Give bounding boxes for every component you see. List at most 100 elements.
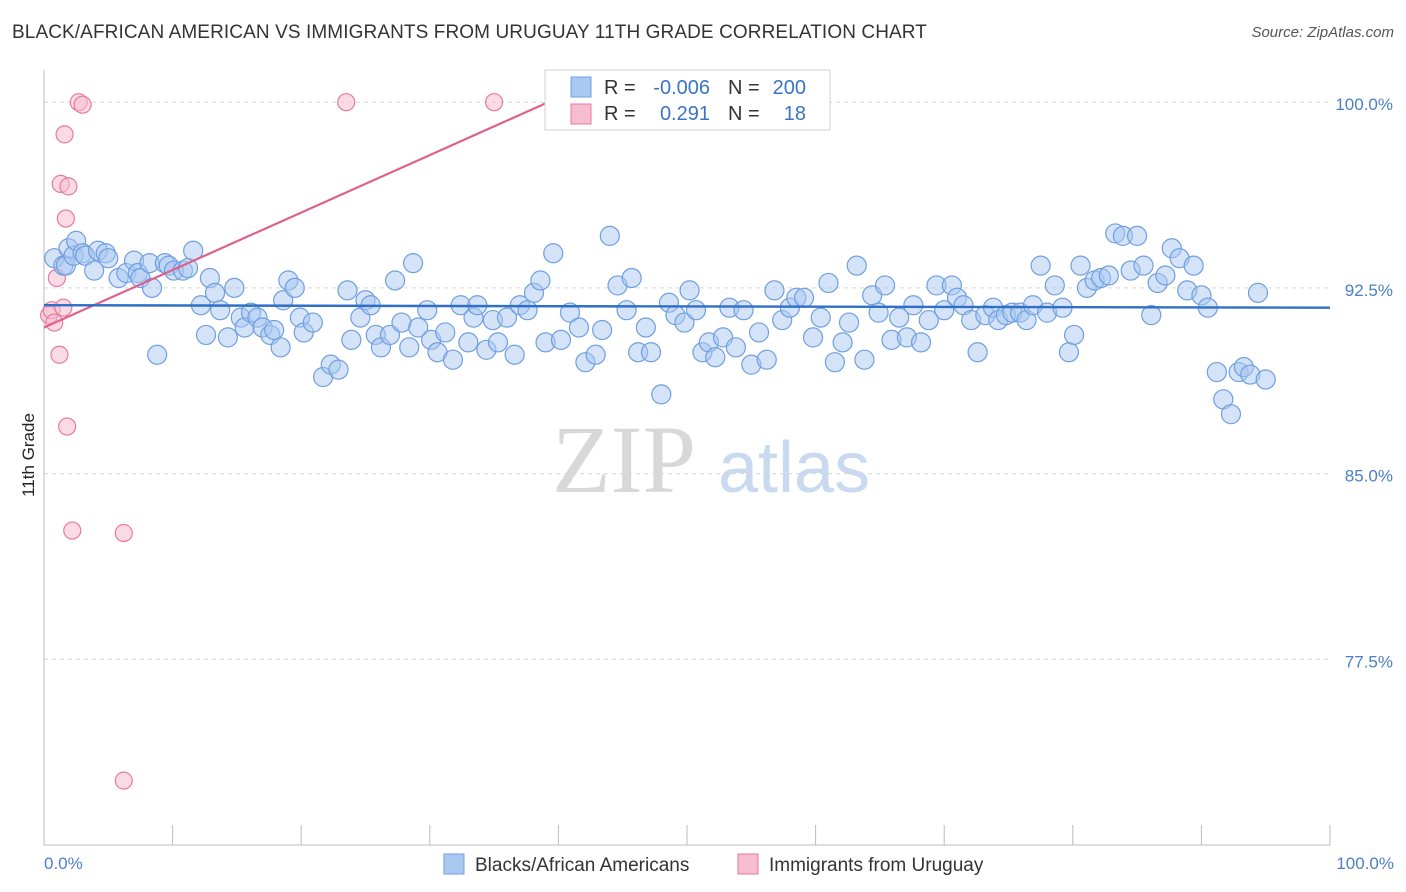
point-black-89 [599,225,620,246]
point-black-63 [417,300,438,321]
legend-swatch-blue [443,853,465,875]
point-black-94 [635,317,656,338]
point-black-62 [408,317,429,338]
point-black-174 [1206,361,1227,383]
point-black-163 [1126,225,1148,246]
point-black-132 [910,332,932,353]
point-black-31 [217,327,238,348]
stats-swatch-pink [570,103,592,125]
point-black-135 [934,300,955,321]
y-tick-label-1: 92.5% [1345,281,1393,300]
point-black-155 [1070,255,1091,276]
point-black-85 [568,317,590,338]
point-black-60 [399,337,420,358]
point-black-43 [284,277,305,298]
point-black-78 [517,300,538,321]
point-black-50 [337,280,358,301]
point-black-32 [224,277,245,298]
point-black-123 [846,255,867,276]
point-black-92 [621,267,642,289]
watermark-zip: ZIP [552,406,696,513]
point-black-171 [1183,255,1204,276]
point-black-69 [458,332,479,353]
point-black-29 [204,282,226,303]
point-uruguay-10 [59,177,78,196]
point-black-95 [640,342,662,363]
point-black-74 [487,332,509,353]
point-uruguay-6 [54,298,73,317]
point-black-119 [818,272,839,294]
x-tick-label-min: 0.0% [44,854,83,873]
point-black-140 [967,342,988,363]
point-uruguay-13 [73,95,92,114]
stats-n-label-blue: N = [728,77,760,99]
point-black-108 [733,300,754,321]
point-black-57 [379,324,401,346]
point-black-91 [616,300,637,321]
stats-r-label-blue: R = [604,77,636,99]
point-black-58 [384,270,406,291]
legend-label-pink: Immigrants from Uruguay [769,855,984,876]
y-tick-label-0: 100.0% [1335,95,1393,114]
point-uruguay-14 [114,523,133,543]
trendline-uruguay [43,93,566,329]
point-black-153 [1058,342,1080,363]
point-black-118 [810,307,831,328]
point-black-99 [674,312,695,333]
point-black-159 [1098,265,1119,286]
point-black-100 [679,280,700,301]
point-black-165 [1141,305,1162,326]
point-black-110 [748,322,770,343]
point-uruguay-17 [485,93,504,112]
point-black-46 [302,312,323,333]
point-black-67 [442,349,464,370]
x-tick-label-max: 100.0% [1336,854,1394,873]
point-black-96 [651,384,672,405]
point-black-24 [177,257,199,279]
stats-n-label-pink: N = [728,103,760,125]
point-black-120 [824,352,845,373]
legend: Blacks/African Americans Immigrants from… [443,853,984,876]
point-black-176 [1220,404,1242,425]
legend-swatch-pink [737,853,759,875]
stats-r-value-blue: -0.006 [653,77,710,99]
point-black-88 [592,319,613,341]
stats-r-label-pink: R = [604,103,636,125]
point-black-181 [1255,369,1276,390]
stats-n-value-pink: 18 [784,103,806,125]
point-black-117 [802,327,824,348]
y-tick-label-3: 77.5% [1345,652,1393,671]
point-black-180 [1247,282,1269,303]
point-black-131 [903,295,924,316]
point-uruguay-7 [55,125,74,144]
point-black-84 [559,302,581,323]
stats-r-value-pink: 0.291 [660,103,710,125]
point-black-167 [1155,265,1176,286]
point-black-82 [543,243,564,264]
point-black-59 [391,312,412,333]
chart-title: BLACK/AFRICAN AMERICAN VS IMMIGRANTS FRO… [12,22,927,43]
source-credit: Source: ZipAtlas.com [1251,24,1394,41]
point-uruguay-9 [58,417,77,436]
stats-n-value-blue: 200 [773,77,806,99]
point-black-80 [530,270,551,291]
point-black-8 [84,260,105,281]
point-black-39 [264,319,285,341]
point-black-61 [402,253,424,274]
point-black-76 [504,344,525,365]
point-black-129 [889,307,910,328]
point-black-19 [147,344,168,365]
point-black-122 [838,312,860,333]
point-black-27 [195,324,217,346]
point-black-75 [496,307,518,328]
point-black-87 [585,344,606,365]
y-tick-label-2: 85.0% [1345,467,1393,486]
watermark-atlas: atlas [718,428,870,508]
point-black-66 [435,322,456,343]
point-black-154 [1063,324,1085,346]
point-black-127 [874,275,896,296]
point-black-11 [98,248,119,269]
legend-label-blue: Blacks/African Americans [475,855,689,876]
point-black-116 [793,287,815,308]
point-uruguay-11 [63,521,82,540]
